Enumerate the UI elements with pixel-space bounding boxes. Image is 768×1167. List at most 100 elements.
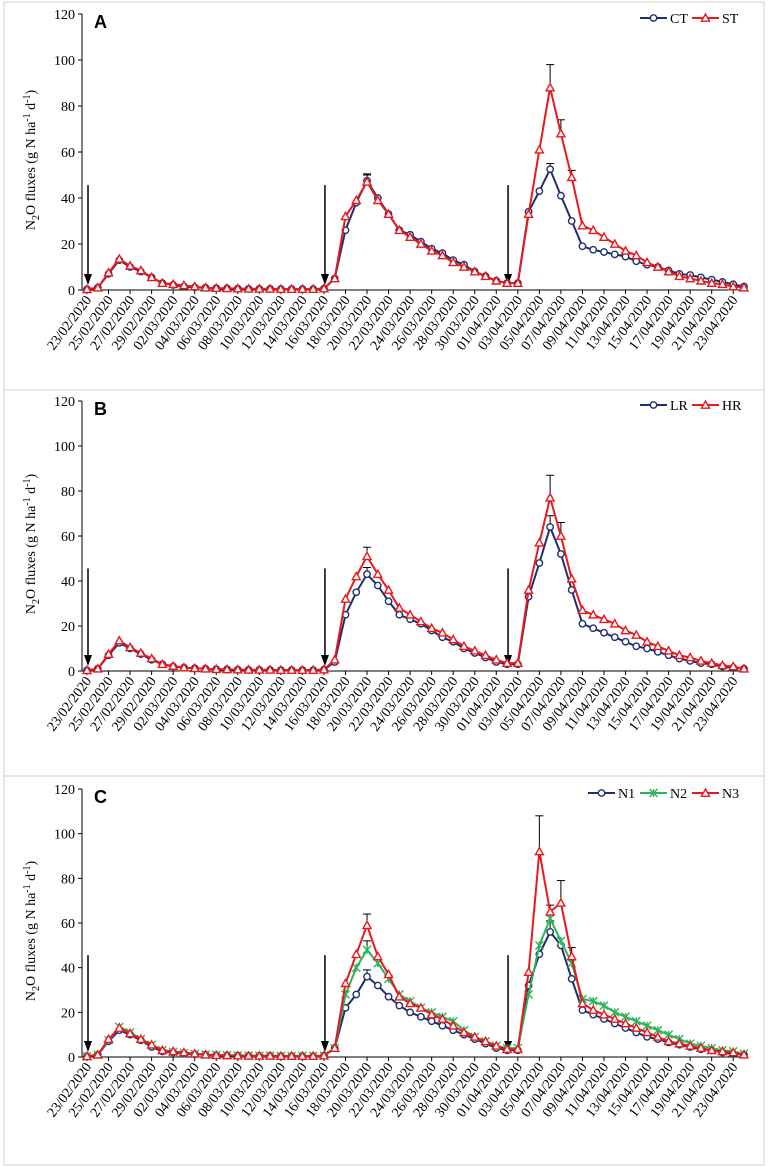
- legend-marker: [700, 399, 711, 409]
- data-point: [491, 275, 502, 285]
- y-title-part: ): [24, 90, 39, 95]
- data-point: [641, 256, 653, 267]
- data-point: [92, 663, 103, 673]
- data-point: [523, 208, 534, 219]
- data-point: [329, 273, 340, 283]
- data-point: [632, 642, 641, 651]
- data-point: [631, 1022, 642, 1032]
- data-point: [728, 281, 739, 291]
- data-point: [286, 664, 297, 674]
- data-point: [544, 82, 556, 92]
- data-point: [480, 1035, 491, 1046]
- data-point: [373, 981, 382, 990]
- data-point: [695, 655, 707, 665]
- data-point: [577, 604, 588, 615]
- data-point: [652, 261, 664, 271]
- data-point: [135, 647, 147, 657]
- data-point: [588, 224, 599, 235]
- data-point: [416, 1012, 425, 1021]
- data-point: [738, 282, 750, 292]
- data-point: [415, 1002, 427, 1012]
- data-point: [254, 664, 265, 674]
- panel-border: [3, 775, 765, 1166]
- data-point: [674, 270, 685, 281]
- data-point: [200, 282, 211, 292]
- panel-label: A: [94, 12, 107, 32]
- data-point: [491, 654, 502, 664]
- legend-label: HR: [722, 399, 742, 414]
- data-point: [491, 1040, 502, 1050]
- data-point: [146, 1039, 157, 1049]
- data-point: [167, 660, 179, 670]
- data-point: [275, 1050, 287, 1061]
- data-point: [610, 250, 619, 259]
- series-N3: [81, 815, 750, 1061]
- y-tick-label: 100: [54, 54, 75, 69]
- data-point: [555, 530, 567, 540]
- data-point: [394, 224, 405, 235]
- data-point: [178, 1047, 190, 1057]
- data-point: [535, 559, 544, 567]
- y-tick-label: 20: [61, 238, 75, 253]
- data-point: [546, 165, 555, 174]
- y-tick-label: 0: [68, 1051, 75, 1066]
- data-point: [621, 637, 630, 646]
- data-point: [557, 550, 565, 558]
- data-point: [684, 273, 696, 283]
- series-CT: [83, 163, 748, 294]
- event-arrow-head: [320, 1041, 329, 1052]
- y-tick-label: 80: [61, 100, 75, 115]
- data-point: [297, 1050, 308, 1061]
- legend-marker: [700, 12, 711, 22]
- data-point: [221, 282, 233, 293]
- data-point: [394, 991, 405, 1001]
- data-point: [232, 283, 243, 293]
- data-point: [243, 664, 254, 674]
- data-point: [103, 648, 114, 659]
- legend-marker: [649, 14, 658, 22]
- panel-label: B: [94, 399, 107, 419]
- data-point: [437, 250, 448, 260]
- data-point: [383, 584, 394, 594]
- y-tick-label: 0: [68, 665, 75, 680]
- data-point: [81, 664, 93, 675]
- y-title-part: 2: [31, 599, 42, 604]
- data-point: [146, 271, 157, 282]
- data-point: [395, 1001, 404, 1010]
- data-point: [329, 1042, 340, 1052]
- data-point: [469, 1031, 480, 1041]
- data-point: [546, 523, 555, 531]
- data-point: [609, 238, 620, 248]
- data-point: [114, 253, 125, 263]
- data-point: [620, 1018, 631, 1028]
- data-point: [588, 996, 598, 1006]
- data-point: [706, 277, 717, 287]
- data-point: [232, 1050, 243, 1060]
- data-point: [578, 242, 587, 251]
- data-point: [264, 664, 276, 674]
- data-point: [438, 1021, 447, 1030]
- data-point: [352, 588, 361, 597]
- y-title-part: d: [24, 103, 39, 114]
- data-point: [384, 992, 393, 1001]
- data-point: [135, 1033, 147, 1044]
- data-point: [738, 1049, 750, 1059]
- data-point: [652, 640, 664, 651]
- data-point: [555, 128, 567, 138]
- data-point: [351, 963, 361, 973]
- y-tick-label: 120: [54, 8, 75, 23]
- y-title-part: N: [24, 604, 39, 614]
- data-point: [415, 238, 427, 248]
- data-point: [458, 1026, 470, 1037]
- data-point: [578, 619, 587, 628]
- data-point: [566, 951, 577, 961]
- data-point: [200, 663, 211, 673]
- legend-label: N1: [618, 787, 635, 802]
- data-point: [415, 616, 427, 626]
- data-point: [480, 649, 491, 660]
- y-axis-title: N2O fluxes (g N ha-1 d-1): [22, 90, 42, 231]
- data-point: [200, 1049, 211, 1059]
- data-point: [598, 231, 610, 242]
- data-point: [512, 1043, 524, 1054]
